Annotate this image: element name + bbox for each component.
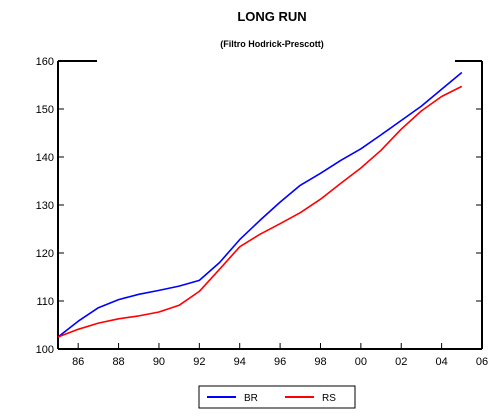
y-tick-label: 120	[36, 248, 54, 260]
y-tick-label: 150	[36, 104, 54, 116]
x-tick-label: 90	[153, 356, 165, 368]
x-tick-label: 96	[274, 356, 286, 368]
x-tick-label: 94	[234, 356, 246, 368]
axes	[58, 61, 482, 349]
y-tick-label: 100	[36, 344, 54, 356]
x-tick-label: 98	[314, 356, 326, 368]
x-tick-label: 06	[476, 356, 488, 368]
x-tick-label: 88	[112, 356, 124, 368]
legend: BR RS	[199, 386, 355, 408]
y-tick-label: 140	[36, 152, 54, 164]
chart-title: LONG RUN	[237, 9, 306, 24]
x-tick-label: 00	[355, 356, 367, 368]
chart-subtitle: (Filtro Hodrick-Prescott)	[220, 39, 324, 49]
y-tick-label: 130	[36, 200, 54, 212]
legend-label-br: BR	[244, 393, 258, 404]
y-tick-label: 110	[36, 296, 54, 308]
y-tick-label: 160	[36, 56, 54, 68]
legend-label-rs: RS	[322, 393, 336, 404]
series-line-br	[58, 73, 462, 338]
x-tick-label: 86	[72, 356, 84, 368]
x-tick-label: 92	[193, 356, 205, 368]
series-lines	[58, 73, 462, 338]
x-tick-label: 04	[435, 356, 447, 368]
y-axis-ticks: 100 110 120 130 140 150 160	[36, 56, 482, 356]
x-tick-label: 02	[395, 356, 407, 368]
x-axis-ticks: 86 88 90 92 94 96 98 00 02 04 06	[72, 343, 488, 368]
